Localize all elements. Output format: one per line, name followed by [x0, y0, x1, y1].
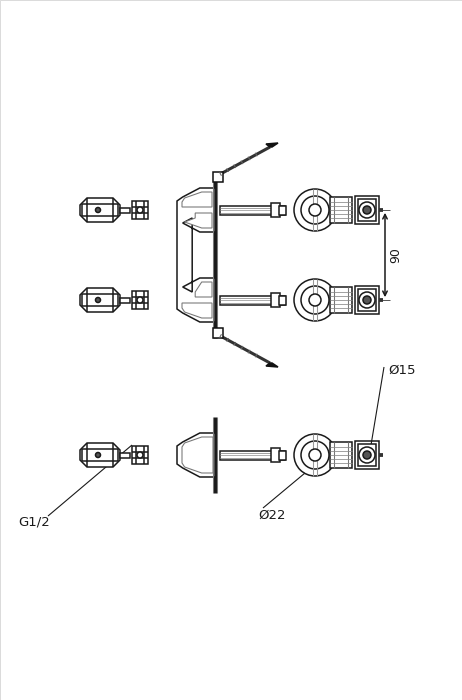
Bar	[270, 293, 280, 307]
Polygon shape	[195, 282, 212, 297]
Bar	[270, 448, 280, 462]
Circle shape	[363, 206, 371, 214]
Bar	[82, 449, 118, 461]
Bar	[358, 199, 376, 221]
Polygon shape	[266, 143, 278, 147]
Bar	[330, 197, 352, 223]
Bar	[270, 203, 280, 217]
Circle shape	[294, 434, 336, 476]
Bar	[330, 287, 352, 313]
Polygon shape	[213, 328, 223, 338]
Polygon shape	[80, 198, 120, 222]
Bar	[330, 442, 352, 468]
Circle shape	[96, 207, 101, 213]
Polygon shape	[80, 443, 120, 467]
Circle shape	[294, 189, 336, 231]
Bar	[279, 451, 286, 459]
Polygon shape	[182, 192, 212, 207]
Bar	[132, 201, 148, 219]
Polygon shape	[185, 213, 212, 228]
Circle shape	[137, 207, 143, 213]
Text: Ø22: Ø22	[258, 508, 286, 522]
Bar	[220, 295, 285, 304]
Bar	[82, 204, 118, 216]
Bar	[355, 286, 379, 314]
Polygon shape	[177, 433, 215, 477]
Bar	[279, 206, 286, 214]
Circle shape	[309, 204, 321, 216]
Bar	[132, 446, 148, 464]
Bar	[358, 444, 376, 466]
Polygon shape	[213, 172, 223, 182]
Circle shape	[301, 196, 329, 224]
Bar	[220, 451, 285, 459]
Circle shape	[137, 297, 143, 303]
Circle shape	[309, 449, 321, 461]
Text: Ø15: Ø15	[388, 363, 415, 377]
Circle shape	[96, 298, 101, 302]
Bar	[120, 452, 130, 458]
Circle shape	[301, 286, 329, 314]
Polygon shape	[80, 288, 120, 312]
Circle shape	[294, 279, 336, 321]
Circle shape	[359, 202, 375, 218]
Text: 90: 90	[389, 247, 402, 263]
Bar	[82, 294, 118, 306]
Circle shape	[363, 451, 371, 459]
Bar	[358, 289, 376, 311]
Circle shape	[301, 441, 329, 469]
Circle shape	[309, 294, 321, 306]
Circle shape	[137, 452, 143, 458]
Bar	[279, 295, 286, 304]
Bar	[120, 298, 130, 302]
Text: G1/2: G1/2	[18, 515, 50, 528]
Bar	[220, 206, 285, 214]
Bar	[120, 207, 130, 213]
Circle shape	[359, 447, 375, 463]
Polygon shape	[182, 437, 213, 473]
Polygon shape	[266, 363, 278, 367]
Circle shape	[363, 296, 371, 304]
Circle shape	[96, 452, 101, 458]
Polygon shape	[177, 188, 215, 322]
Bar	[355, 196, 379, 224]
Bar	[355, 441, 379, 469]
Circle shape	[359, 292, 375, 308]
Polygon shape	[182, 303, 212, 318]
Bar	[132, 291, 148, 309]
